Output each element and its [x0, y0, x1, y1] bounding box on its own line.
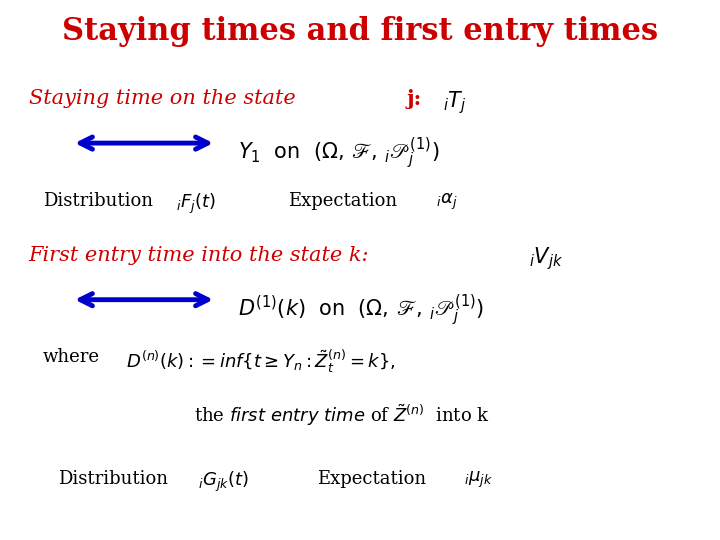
Text: $D^{(1)}(k)$  on  $(\Omega,\, \mathscr{F},\,{}_{i}\mathscr{P}_{j}^{(1)})$: $D^{(1)}(k)$ on $(\Omega,\, \mathscr{F},…	[238, 292, 484, 327]
Text: the $\mathit{first\ entry\ time}$ of $\tilde{Z}^{(n)}$  into k: the $\mathit{first\ entry\ time}$ of $\t…	[194, 402, 490, 428]
Text: Expectation: Expectation	[288, 192, 397, 210]
Text: ${}_{i}\alpha_{j}$: ${}_{i}\alpha_{j}$	[436, 192, 457, 212]
Text: Expectation: Expectation	[317, 470, 426, 488]
Text: $D^{(n)}(k) := inf\{t \geq Y_{n} : \tilde{Z}_{t}^{(n)} = k\},$: $D^{(n)}(k) := inf\{t \geq Y_{n} : \tild…	[126, 348, 396, 375]
Text: ${}_{i}\mu_{jk}$: ${}_{i}\mu_{jk}$	[464, 470, 493, 490]
Text: where: where	[43, 348, 100, 366]
Text: $_{i}T_{j}$: $_{i}T_{j}$	[443, 89, 467, 116]
Text: ${}_{i}G_{jk}(t)$: ${}_{i}G_{jk}(t)$	[198, 470, 249, 494]
Text: Staying times and first entry times: Staying times and first entry times	[62, 16, 658, 47]
Text: Staying time on the state: Staying time on the state	[29, 89, 295, 108]
Text: $Y_1$  on  $(\Omega,\, \mathscr{F},\,{}_{i}\mathscr{P}_{j}^{(1)})$: $Y_1$ on $(\Omega,\, \mathscr{F},\,{}_{i…	[238, 135, 439, 171]
Text: ${}_{i}F_{j}(t)$: ${}_{i}F_{j}(t)$	[176, 192, 217, 216]
Text: j:: j:	[407, 89, 422, 109]
Text: First entry time into the state k:: First entry time into the state k:	[29, 246, 369, 265]
Text: Distribution: Distribution	[58, 470, 168, 488]
Text: Distribution: Distribution	[43, 192, 153, 210]
Text: ${}_{i}V_{jk}$: ${}_{i}V_{jk}$	[529, 246, 563, 273]
